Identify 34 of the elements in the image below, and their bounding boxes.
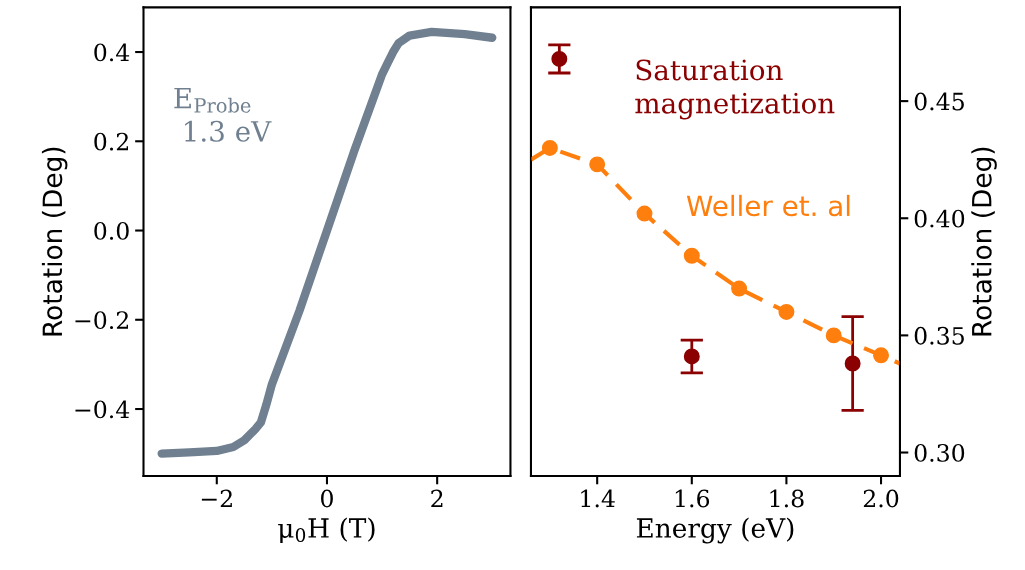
x-tick-label: 2 xyxy=(431,489,443,508)
x-axis-title: μ$_{0}$H (T) xyxy=(278,517,375,544)
point xyxy=(731,280,748,297)
y-tick-label: 0.2 xyxy=(94,132,128,151)
y-tick-label: 0.0 xyxy=(94,221,129,240)
y-tick-label: −0.2 xyxy=(75,311,128,330)
point xyxy=(844,355,861,372)
point xyxy=(683,348,700,365)
y-tick-label: −0.4 xyxy=(75,400,130,419)
x-tick-label: 1.4 xyxy=(581,489,615,508)
text: Saturation magnetization xyxy=(635,59,835,120)
point xyxy=(589,156,606,173)
x-tick-label: 1.6 xyxy=(675,489,710,508)
point xyxy=(778,303,795,320)
point xyxy=(873,347,890,364)
x-tick-label: −2 xyxy=(201,489,232,508)
point xyxy=(825,327,842,344)
series-label: Weller et. al xyxy=(686,194,850,217)
point xyxy=(551,50,568,67)
y2-tick-label: 0.30 xyxy=(914,443,965,462)
point xyxy=(683,247,700,264)
point xyxy=(636,205,653,222)
x-tick-label: 1.8 xyxy=(770,489,804,508)
y2-tick-label: 0.40 xyxy=(914,209,965,228)
x-tick-label: 0 xyxy=(321,489,333,508)
text: E$_{Probe}$ 1.3 eV xyxy=(174,87,272,142)
y2-axis-title: Rotation (Deg) xyxy=(971,147,997,336)
y-tick-label: 0.4 xyxy=(94,43,130,62)
x-axis-title: Energy (eV) xyxy=(636,517,794,544)
y-axis-title: Rotation (Deg) xyxy=(41,147,68,336)
y2-tick-label: 0.45 xyxy=(914,92,964,111)
x-tick-label: 2.0 xyxy=(863,489,899,508)
y2-tick-label: 0.35 xyxy=(914,326,964,345)
point xyxy=(541,139,558,156)
